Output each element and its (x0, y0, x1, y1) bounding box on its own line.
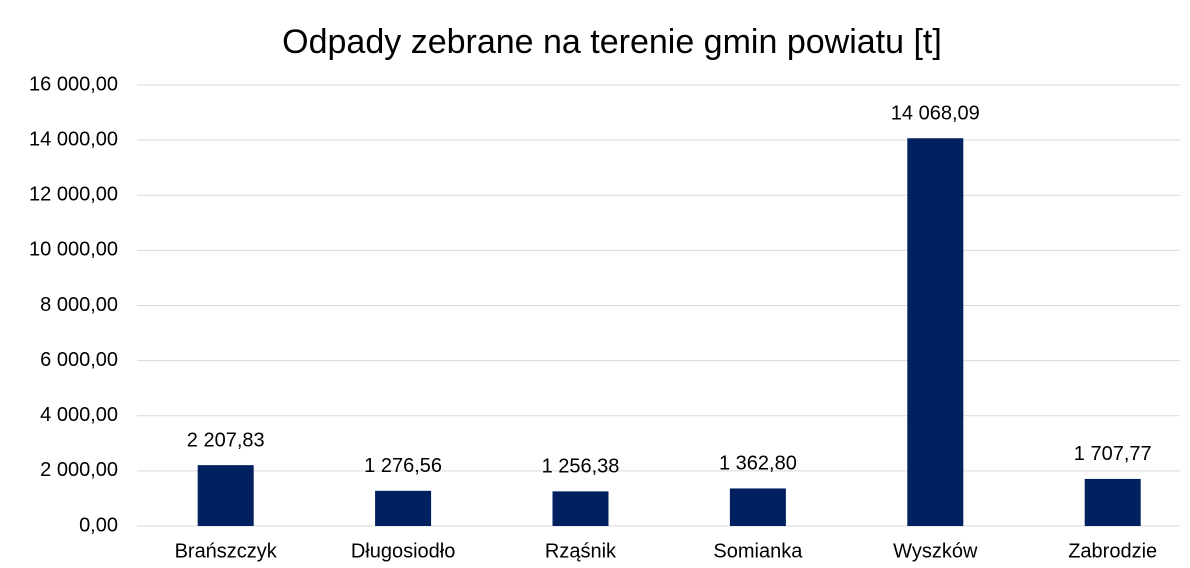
y-tick-label: 14 000,00 (29, 128, 118, 150)
x-tick-label: Zabrodzie (1068, 540, 1157, 562)
y-tick-label: 16 000,00 (29, 73, 118, 95)
x-tick-label: Brańszczyk (175, 540, 278, 562)
y-tick-label: 2 000,00 (40, 459, 118, 481)
y-tick-label: 10 000,00 (29, 239, 118, 261)
bar (197, 465, 254, 526)
y-tick-label: 8 000,00 (40, 294, 118, 316)
chart-title: Odpady zebrane na terenie gmin powiatu [… (282, 23, 942, 61)
y-tick-label: 4 000,00 (40, 404, 118, 426)
value-label: 1 707,77 (1074, 443, 1152, 465)
y-tick-label: 6 000,00 (40, 349, 118, 371)
x-tick-label: Wyszków (893, 540, 978, 562)
y-tick-label: 12 000,00 (29, 184, 118, 206)
value-label: 2 207,83 (187, 429, 265, 451)
bar (552, 491, 609, 526)
bar (1084, 478, 1141, 526)
x-tick-label: Długosiodło (351, 540, 456, 562)
x-tick-label: Somianka (713, 540, 803, 562)
bar (907, 138, 964, 526)
bar (375, 490, 432, 526)
value-label: 1 256,38 (542, 456, 620, 478)
x-tick-label: Rząśnik (545, 540, 617, 562)
value-label: 14 068,09 (891, 103, 980, 125)
value-label: 1 276,56 (364, 455, 442, 477)
bar (729, 488, 786, 526)
value-label: 1 362,80 (719, 453, 797, 475)
y-tick-label: 0,00 (79, 514, 118, 536)
